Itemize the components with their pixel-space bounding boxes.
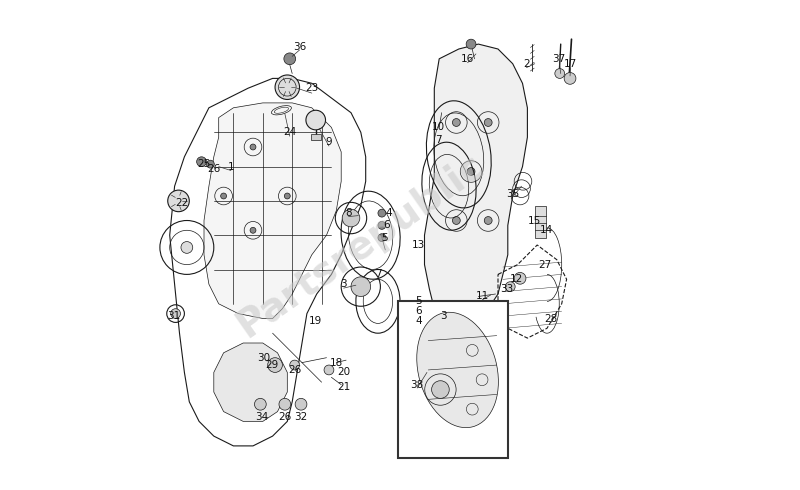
Circle shape xyxy=(168,190,190,212)
Ellipse shape xyxy=(417,312,498,428)
Polygon shape xyxy=(214,343,287,421)
Text: 14: 14 xyxy=(539,225,553,235)
Circle shape xyxy=(206,160,214,168)
Circle shape xyxy=(351,277,370,296)
Text: 18: 18 xyxy=(330,358,343,368)
Text: 12: 12 xyxy=(510,274,523,284)
Circle shape xyxy=(284,53,296,65)
Text: 3: 3 xyxy=(440,311,446,321)
Text: 17: 17 xyxy=(564,59,577,69)
Circle shape xyxy=(324,365,334,375)
Circle shape xyxy=(250,227,256,233)
Circle shape xyxy=(378,209,386,217)
Circle shape xyxy=(268,358,282,372)
Text: 30: 30 xyxy=(258,353,270,363)
Circle shape xyxy=(466,39,476,49)
Text: 16: 16 xyxy=(461,54,474,64)
Text: 7: 7 xyxy=(374,270,382,279)
Text: 22: 22 xyxy=(175,198,189,208)
Text: 4: 4 xyxy=(386,208,393,218)
Text: 6: 6 xyxy=(383,220,390,230)
Circle shape xyxy=(555,69,565,78)
Text: 7: 7 xyxy=(435,135,442,145)
Circle shape xyxy=(170,309,181,318)
Text: 36: 36 xyxy=(293,42,306,51)
Text: 1: 1 xyxy=(228,162,234,172)
Text: 15: 15 xyxy=(528,216,542,225)
Polygon shape xyxy=(425,44,527,323)
Text: 31: 31 xyxy=(167,311,180,321)
Text: 2: 2 xyxy=(523,59,530,69)
Circle shape xyxy=(197,157,206,167)
Text: 27: 27 xyxy=(538,260,551,270)
Bar xyxy=(311,134,321,140)
Text: 5: 5 xyxy=(415,296,422,306)
Text: 26: 26 xyxy=(207,164,221,174)
Text: 24: 24 xyxy=(283,127,296,137)
Circle shape xyxy=(484,119,492,126)
Text: 34: 34 xyxy=(255,413,269,422)
Text: 38: 38 xyxy=(410,380,424,390)
Circle shape xyxy=(432,381,450,398)
Text: 9: 9 xyxy=(326,137,332,147)
Circle shape xyxy=(306,110,326,130)
Text: 37: 37 xyxy=(553,54,566,64)
Circle shape xyxy=(514,272,526,284)
Text: 23: 23 xyxy=(305,83,318,93)
Text: 6: 6 xyxy=(415,306,422,316)
Text: 11: 11 xyxy=(476,292,489,301)
Text: 21: 21 xyxy=(337,382,350,392)
Circle shape xyxy=(453,119,460,126)
Text: 13: 13 xyxy=(412,240,426,250)
Circle shape xyxy=(295,398,307,410)
Text: 25: 25 xyxy=(198,159,210,169)
Circle shape xyxy=(279,398,290,410)
Circle shape xyxy=(484,217,492,224)
Circle shape xyxy=(290,360,299,370)
Circle shape xyxy=(284,193,290,199)
Text: 32: 32 xyxy=(294,413,308,422)
Circle shape xyxy=(342,209,360,227)
Text: 28: 28 xyxy=(544,314,558,323)
Circle shape xyxy=(275,75,299,99)
Circle shape xyxy=(467,168,475,175)
Text: 5: 5 xyxy=(381,233,388,243)
Circle shape xyxy=(564,73,576,84)
Circle shape xyxy=(181,242,193,253)
Text: 3: 3 xyxy=(340,279,347,289)
Circle shape xyxy=(378,234,386,242)
Text: 29: 29 xyxy=(265,360,278,370)
Bar xyxy=(398,301,508,458)
Circle shape xyxy=(250,144,256,150)
Text: 4: 4 xyxy=(415,316,422,326)
Circle shape xyxy=(453,217,460,224)
Circle shape xyxy=(221,193,226,199)
Text: 10: 10 xyxy=(432,122,445,132)
Text: 26: 26 xyxy=(288,365,302,375)
Circle shape xyxy=(506,282,515,292)
Text: 33: 33 xyxy=(500,284,514,294)
Text: 35: 35 xyxy=(506,189,519,198)
Text: 26: 26 xyxy=(278,413,291,422)
Polygon shape xyxy=(204,103,341,318)
Text: Partsrepublic: Partsrepublic xyxy=(230,146,492,344)
Bar xyxy=(534,206,546,238)
Text: 20: 20 xyxy=(337,368,350,377)
Circle shape xyxy=(378,221,386,229)
Text: 19: 19 xyxy=(309,316,322,326)
Text: 8: 8 xyxy=(346,208,352,218)
Circle shape xyxy=(254,398,266,410)
